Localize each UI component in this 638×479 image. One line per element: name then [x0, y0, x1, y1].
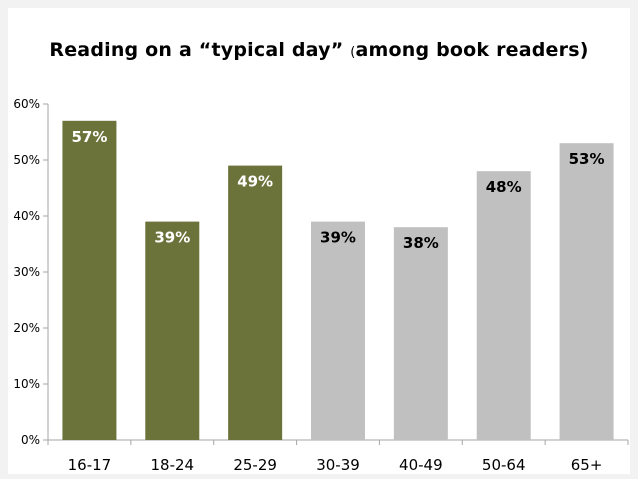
- x-tick-label: 18-24: [150, 456, 194, 474]
- data-label: 57%: [71, 128, 107, 146]
- x-tick-label: 50-64: [482, 456, 526, 474]
- y-tick-label: 50%: [13, 153, 40, 167]
- data-label: 39%: [320, 229, 356, 247]
- bars: [62, 120, 614, 441]
- data-labels: 57% 39% 49% 39% 38% 48% 53%: [71, 128, 604, 252]
- x-tick-label: 30-39: [316, 456, 360, 474]
- data-label: 49%: [237, 173, 273, 191]
- chart-title-rest: among book readers): [355, 39, 589, 61]
- chart-title: Reading on a “typical day” (among book r…: [0, 39, 638, 61]
- bar-40-49: [393, 227, 448, 440]
- bar-65+: [559, 143, 614, 440]
- bar-16-17: [62, 120, 117, 441]
- bar-50-64: [476, 171, 531, 440]
- chart-title-paren: (: [350, 45, 356, 60]
- data-label: 38%: [403, 234, 439, 252]
- data-label: 48%: [486, 178, 522, 196]
- y-tick-label: 30%: [13, 265, 40, 279]
- x-axis: 16-17 18-24 25-29 30-39 40-49 50-64 65+: [47, 439, 629, 474]
- x-tick-label: 16-17: [68, 456, 112, 474]
- y-axis: 0% 10% 20% 30% 40% 50% 60%: [13, 97, 49, 447]
- y-tick-label: 20%: [13, 321, 40, 335]
- bar-25-29: [228, 165, 283, 440]
- x-tick-label: 65+: [571, 456, 603, 474]
- chart-title-main: Reading on a “typical day”: [49, 39, 344, 61]
- y-tick-label: 0%: [21, 433, 40, 447]
- data-label: 39%: [154, 229, 190, 247]
- y-tick-label: 40%: [13, 209, 40, 223]
- y-tick-label: 10%: [13, 377, 40, 391]
- x-tick-label: 25-29: [233, 456, 277, 474]
- x-tick-label: 40-49: [399, 456, 443, 474]
- bar-30-39: [311, 221, 365, 440]
- y-tick-label: 60%: [13, 97, 40, 111]
- data-label: 53%: [569, 150, 605, 168]
- bar-18-24: [145, 221, 200, 440]
